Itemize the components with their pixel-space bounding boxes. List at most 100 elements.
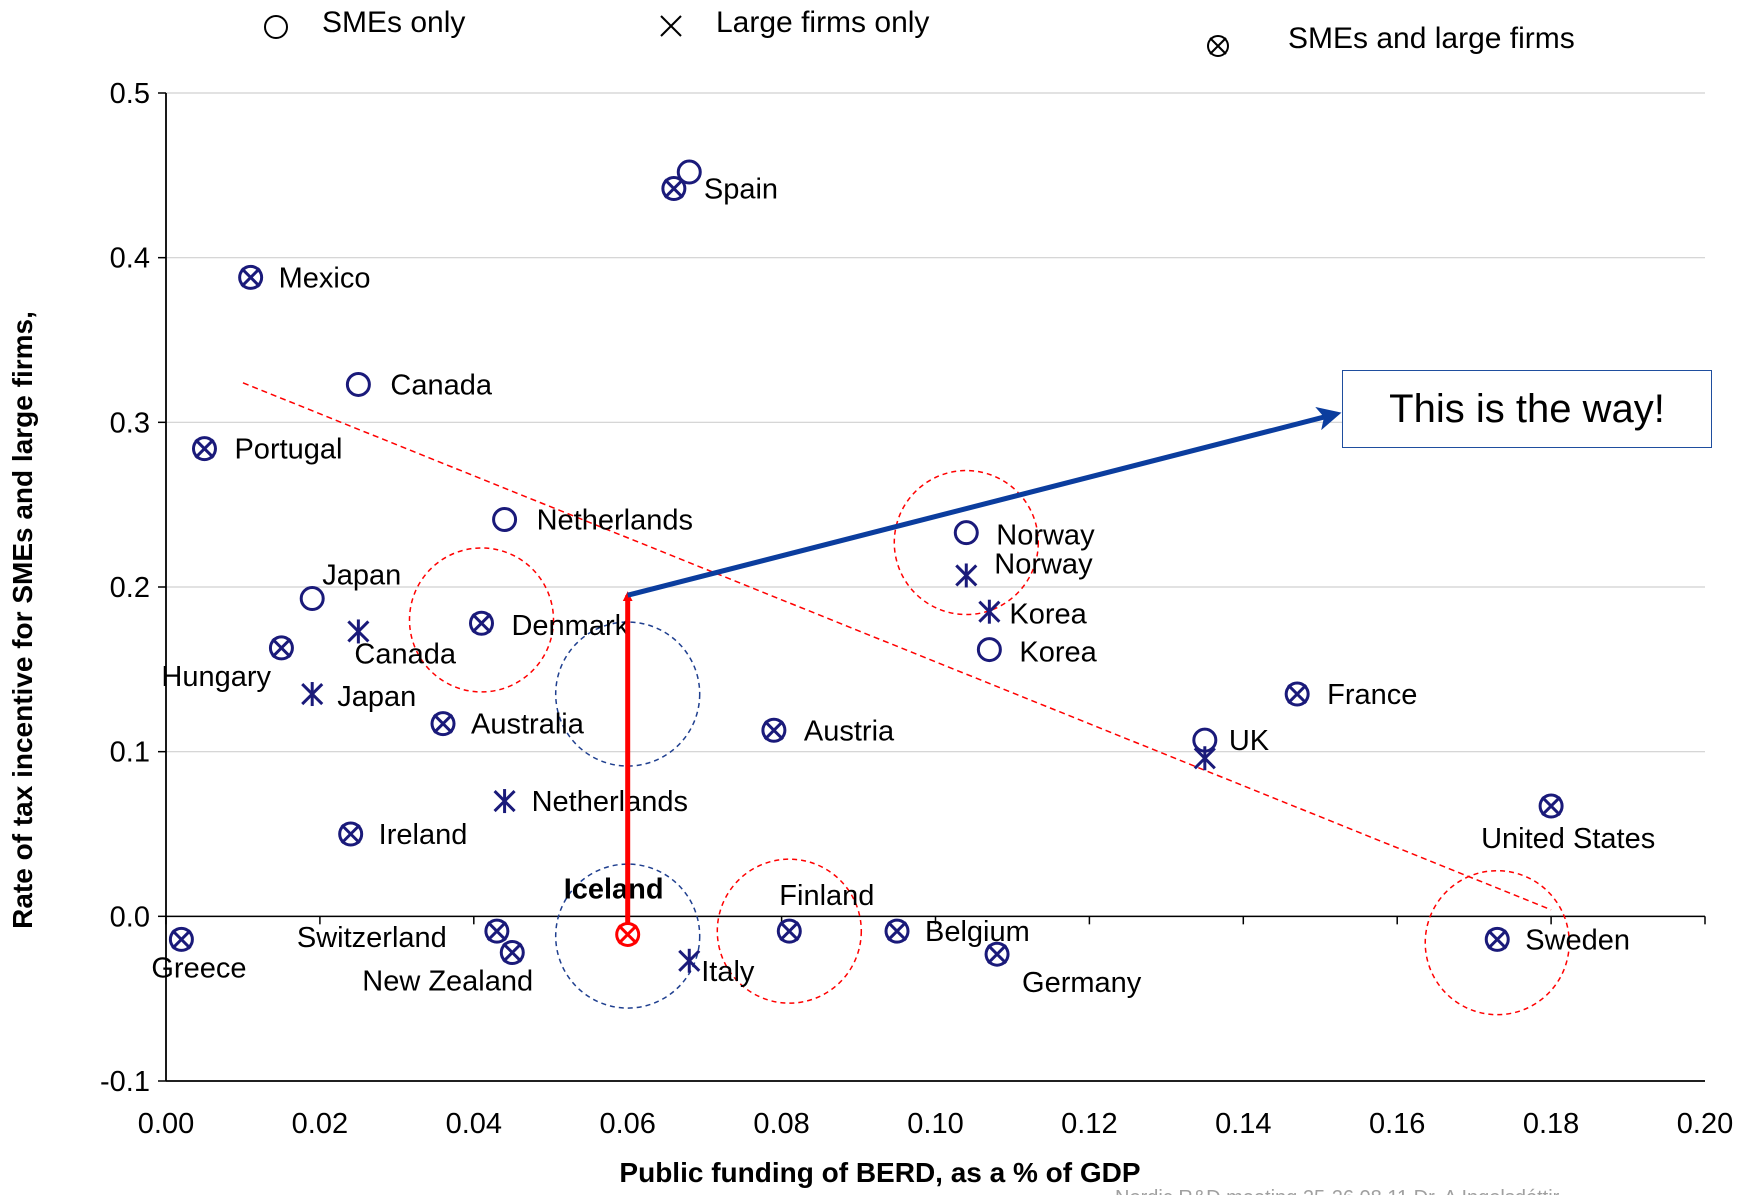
point-label: Greece [151,952,246,984]
axes: -0.1 0.0 0.1 0.2 0.3 0.4 0.5 0.00 0.02 0.04 0.06 0.… [100,78,1733,1140]
trend-line [242,382,1552,911]
data-point [1484,926,1510,952]
point-label: Canada [390,369,492,401]
marker-stroke [617,924,638,945]
point-label: Finland [779,880,874,912]
data-point [468,610,494,636]
point-label: Korea [1009,599,1087,631]
x-tick-label: 0.04 [446,1108,502,1140]
point-label: UK [1229,725,1270,757]
data-point [1284,681,1310,707]
callout-box: This is the way! [1342,370,1712,448]
data-point [238,264,264,290]
point-label: France [1327,679,1417,711]
legend-both-marker [1207,35,1229,57]
data-point [761,717,787,743]
x-tick-label: 0.18 [1523,1108,1579,1140]
data-point [168,926,194,952]
x-tick-label: 0.06 [599,1108,655,1140]
marker-circle [299,586,325,612]
data-point [955,563,978,588]
point-label: Japan [322,560,401,592]
x-tick-label: 0.02 [292,1108,348,1140]
legend-large-marker [660,15,682,37]
x-tick-label: 0.12 [1061,1108,1117,1140]
marker-stroke [240,267,261,288]
data-point [338,821,364,847]
point-label: Australia [471,709,585,741]
point-label: Denmark [511,610,629,642]
data-point [191,436,217,462]
dashed-circle [893,469,1040,616]
x-tick-label: 0.00 [138,1108,194,1140]
data-point [268,635,294,661]
marker-stroke [1541,795,1562,817]
point-label: Japan [337,681,416,713]
data-point [678,948,701,973]
data-point [299,586,325,612]
x-tick-label: 0.08 [753,1108,809,1140]
point-label: Iceland [564,873,664,905]
y-tick-label: 0.0 [110,901,150,933]
marker-circle [976,637,1002,663]
data-points [168,159,1564,973]
data-point [884,918,910,944]
point-label: Spain [704,174,778,206]
marker-stroke [502,942,523,963]
y-tick-label: 0.5 [110,78,150,110]
data-point [676,159,702,185]
legend: SMEs only Large firms only SMEs and larg… [264,6,1575,57]
marker-stroke [340,823,361,845]
x-tick-label: 0.14 [1215,1108,1271,1140]
legend-both-label: SMEs and large firms [1288,22,1575,55]
legend-sme-marker [264,15,288,39]
y-tick-label: 0.3 [110,407,150,439]
data-point [776,918,802,944]
dashed-circle [1424,869,1570,1016]
marker-circle [345,371,371,397]
point-label: Italy [701,956,755,988]
marker-stroke [886,921,908,942]
marker-stroke [763,720,784,741]
data-point [953,520,979,546]
y-tick-label: 0.4 [110,243,150,275]
data-point [984,941,1010,967]
y-tick-label: 0.1 [110,737,150,769]
point-label: Switzerland [297,922,447,954]
marker-stroke [779,921,800,942]
data-point [347,619,370,644]
arrows [622,406,1342,925]
legend-sme-label: SMEs only [322,6,465,39]
data-point [976,637,1002,663]
y-tick-label: -0.1 [100,1066,150,1098]
data-point [978,599,1001,624]
marker-circle [492,506,518,532]
x-tick-label: 0.10 [907,1108,963,1140]
point-label: New Zealand [362,966,533,998]
y-axis-title: Rate of tax incentive for SMEs and large… [7,311,38,929]
point-label: United States [1481,823,1655,855]
point-label: Portugal [234,434,342,466]
dashed-circle [554,863,701,1009]
x-axis-title: Public funding of BERD, as a % of GDP [619,1157,1140,1188]
marker-stroke [171,929,192,950]
marker-stroke [471,613,492,634]
data-point [1538,793,1564,819]
marker-stroke [194,438,215,459]
data-point [345,371,371,397]
marker-stroke [663,178,684,199]
point-label: Norway [994,548,1093,580]
point-label: Sweden [1525,924,1630,956]
point-label: Canada [354,638,456,670]
point-labels: Canada Netherlands Japan Norway Korea UK Canad… [151,174,1655,1000]
x-tick-label: 0.20 [1677,1108,1733,1140]
data-point [484,918,510,944]
data-point [615,921,641,947]
y-tick-label: 0.2 [110,572,150,604]
data-point [430,711,456,737]
point-label: Netherlands [537,504,693,536]
point-label: Hungary [161,661,271,693]
point-label: Ireland [379,819,468,851]
point-label: Austria [804,715,895,747]
